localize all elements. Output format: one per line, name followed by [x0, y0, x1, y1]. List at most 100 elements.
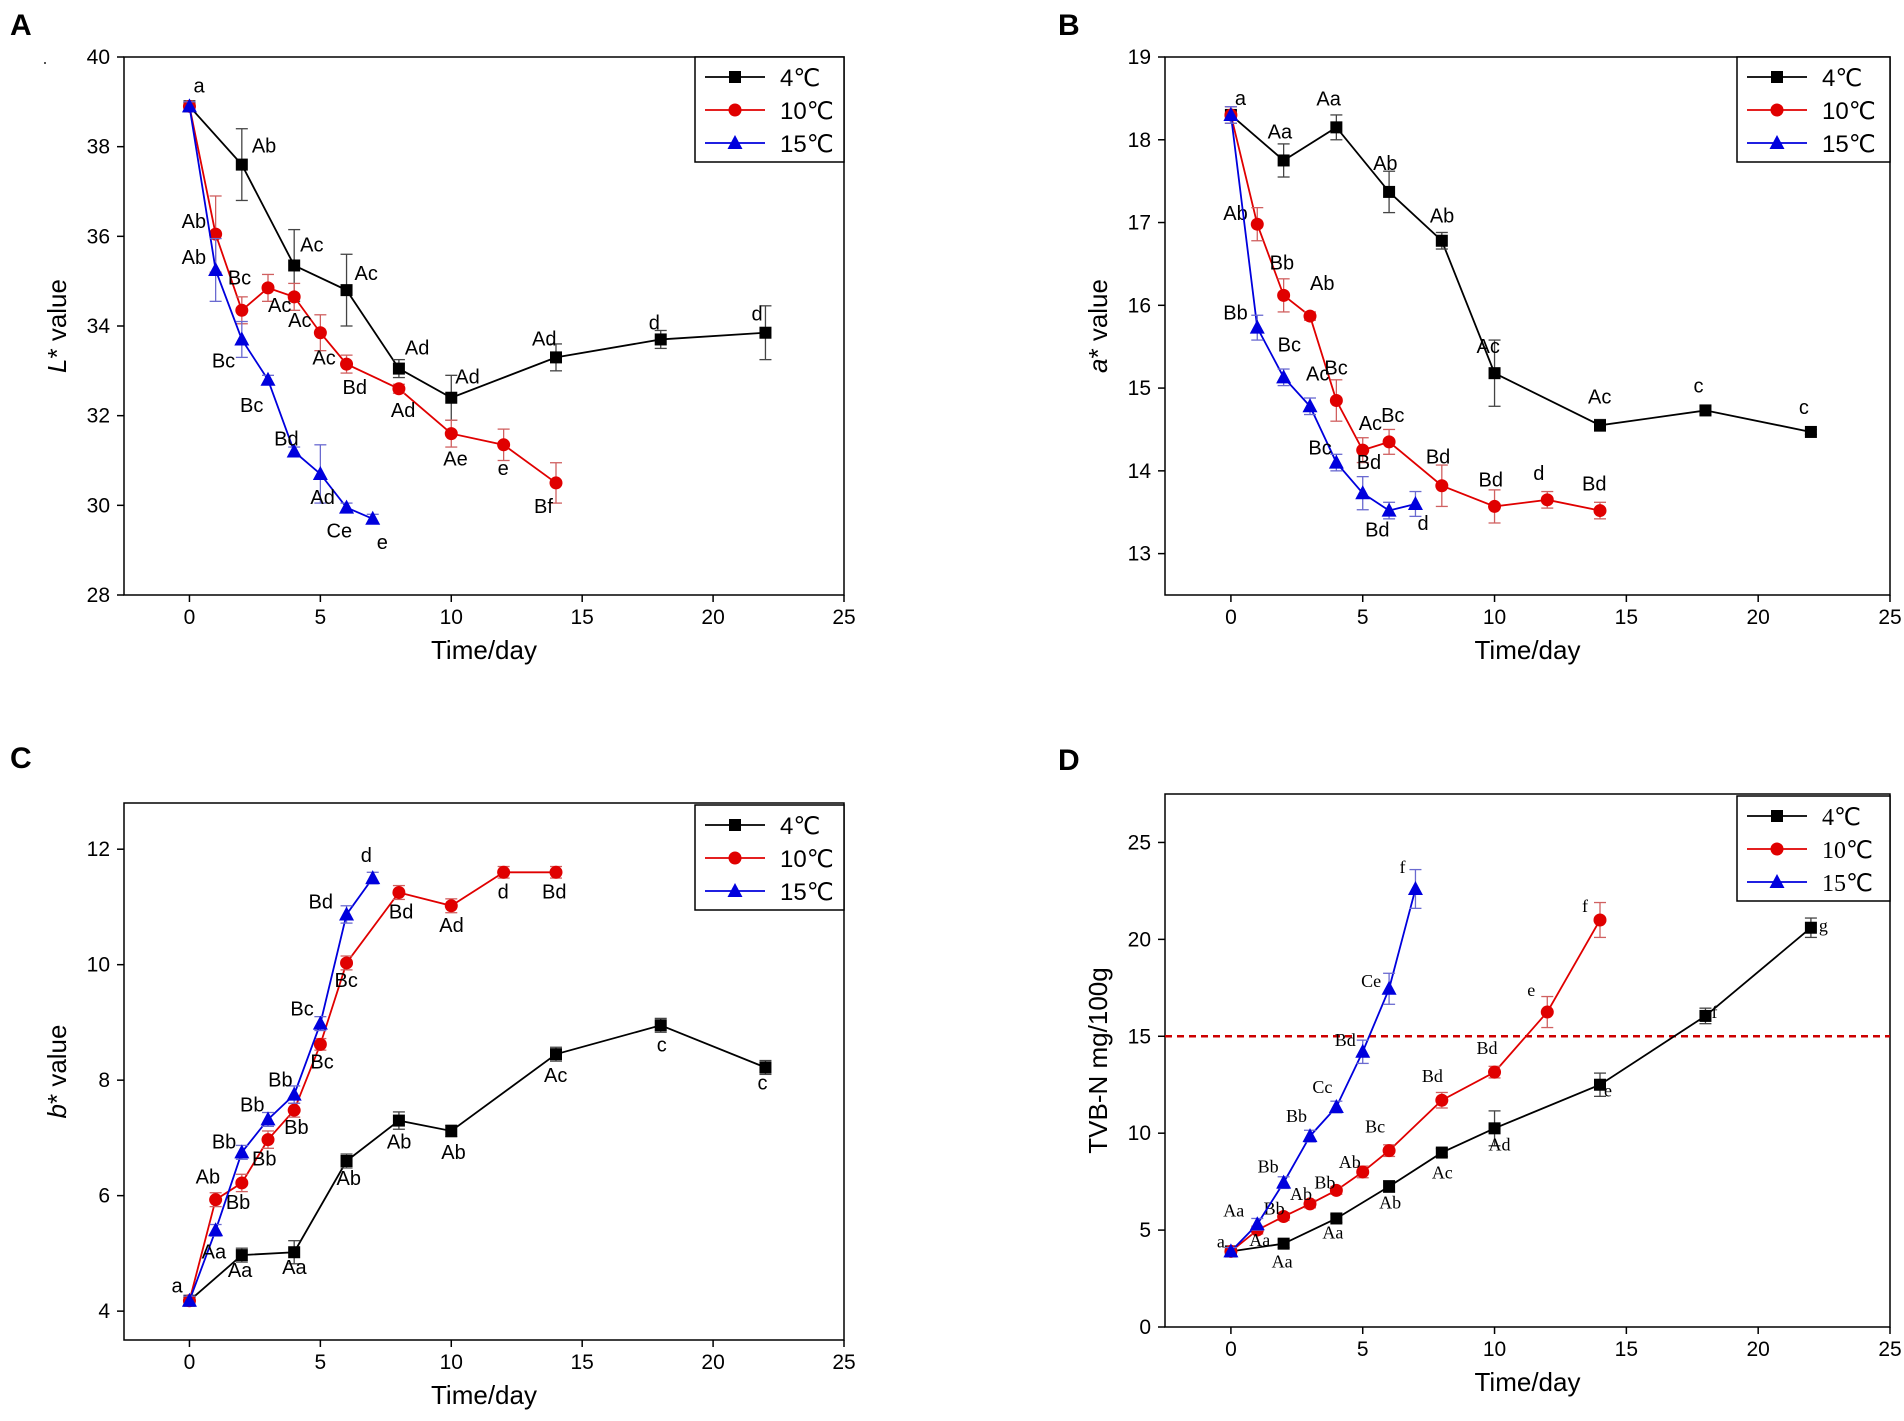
significance-label: c [657, 1034, 667, 1056]
panel-letter: C [10, 742, 32, 775]
panel-d: D 0 5 10 15 20 25 0 5 10 15 20 25 Time/day TVB-N mg/10… [1058, 744, 1902, 1397]
x-tick-label: 5 [315, 1351, 327, 1374]
significance-label: Aa [1249, 1230, 1270, 1250]
y-axis-title: a* value [1083, 279, 1113, 373]
data-point-square [1383, 185, 1396, 198]
data-point-square [1699, 1009, 1712, 1022]
significance-label: Bb [1286, 1106, 1307, 1126]
significance-label: Bb [1314, 1172, 1335, 1192]
data-point-square [759, 1061, 772, 1074]
data-point-circle [392, 886, 406, 899]
data-point-square [445, 1124, 458, 1137]
y-axis-title: TVB-N mg/100g [1083, 967, 1113, 1153]
significance-label: Aa [202, 1241, 227, 1263]
legend-marker-triangle [727, 883, 743, 897]
data-point-circle [1382, 435, 1396, 449]
data-point-triangle [234, 331, 250, 346]
y-tick-label: 6 [98, 1185, 110, 1208]
significance-label: Bb [240, 1094, 264, 1116]
panel-letter: D [1058, 744, 1080, 777]
significance-label: c [1693, 375, 1703, 397]
y-axis-title-rest: * value [42, 279, 72, 359]
series-line-3 [188, 106, 374, 520]
data-point-square [1435, 1146, 1448, 1159]
data-point-triangle [339, 906, 355, 921]
y-axis-title-rest: * value [42, 1025, 72, 1105]
y-tick-label: 18 [1128, 129, 1151, 152]
significance-label: Aa [1268, 121, 1293, 143]
data-point-circle [1250, 217, 1264, 231]
x-tick-label: 25 [1878, 1338, 1901, 1361]
y-tick-label: 15 [1128, 377, 1151, 400]
y-tick-label: 12 [87, 838, 110, 861]
legend-label: 10℃ [780, 846, 834, 873]
x-tick-label: 0 [184, 1351, 196, 1374]
data-point-square [1488, 367, 1501, 380]
data-point-triangle [208, 1222, 224, 1237]
significance-label: d [1533, 463, 1544, 485]
significance-label: Bc [240, 395, 263, 417]
x-tick-label: 20 [1747, 606, 1770, 629]
y-tick-label: 38 [87, 136, 110, 159]
significance-label: Bb [212, 1131, 236, 1153]
significance-label: a [193, 75, 205, 97]
legend-label: 15℃ [1822, 131, 1876, 158]
significance-label: Ad [310, 487, 334, 509]
legend-label: 10℃ [1822, 838, 1873, 864]
data-point-triangle [1223, 1243, 1239, 1258]
x-tick-label: 15 [571, 606, 594, 629]
data-point-circle [235, 303, 249, 317]
data-point-circle [549, 476, 563, 490]
significance-label: Aa [1272, 1252, 1293, 1272]
significance-label: Ac [1432, 1163, 1453, 1183]
data-point-circle [313, 326, 327, 340]
data-point-square [1488, 1122, 1501, 1135]
y-axis-title-italic: b [42, 1104, 72, 1118]
significance-label: Bb [1258, 1157, 1279, 1177]
significance-label: Ab [387, 1132, 411, 1154]
x-tick-label: 20 [701, 606, 724, 629]
legend-label: 15℃ [1822, 871, 1873, 897]
significance-label: Ab [1430, 206, 1454, 228]
data-point-circle [261, 281, 275, 295]
x-tick-label: 10 [440, 606, 463, 629]
data-point-triangle [1276, 1174, 1292, 1189]
x-tick-label: 15 [571, 1351, 594, 1374]
legend-marker-triangle [1769, 135, 1785, 149]
significance-label: Bd [1365, 520, 1389, 542]
significance-label: d [1417, 513, 1428, 535]
significance-label: e [1604, 1081, 1612, 1101]
data-point-triangle [1407, 495, 1423, 510]
significance-label: Bd [274, 429, 298, 451]
data-point-triangle [312, 465, 328, 480]
x-tick-label: 0 [184, 606, 196, 629]
significance-label: Aa [1223, 1200, 1244, 1220]
data-point-square [445, 391, 458, 404]
data-point-square [1804, 921, 1817, 934]
significance-label: Bc [1381, 405, 1404, 427]
data-point-triangle [365, 870, 381, 885]
significance-label: Bc [1278, 334, 1301, 356]
legend-marker-triangle [1769, 874, 1785, 888]
legend-marker-circle [728, 851, 742, 865]
data-point-circle [1593, 504, 1607, 518]
significance-label: Ab [1339, 1152, 1361, 1172]
x-tick-label: 25 [832, 606, 855, 629]
significance-label: Bb [1270, 252, 1294, 274]
data-point-circle [235, 1176, 249, 1190]
legend-label: 15℃ [780, 131, 834, 158]
y-axis-title: b* value [42, 1025, 72, 1119]
significance-label: Ab [196, 1167, 220, 1189]
significance-label: Ad [439, 915, 463, 937]
significance-label: Ce [1361, 971, 1381, 991]
significance-label: Bf [534, 496, 553, 518]
data-point-circle [1356, 1165, 1370, 1179]
significance-label: d [649, 312, 660, 334]
significance-label: Bb [1223, 303, 1247, 325]
legend-label: 10℃ [780, 98, 834, 125]
significance-label: Ab [441, 1142, 465, 1164]
data-point-circle [340, 956, 354, 970]
legend-label: 4℃ [780, 813, 820, 840]
significance-label: Bd [1477, 1038, 1498, 1058]
